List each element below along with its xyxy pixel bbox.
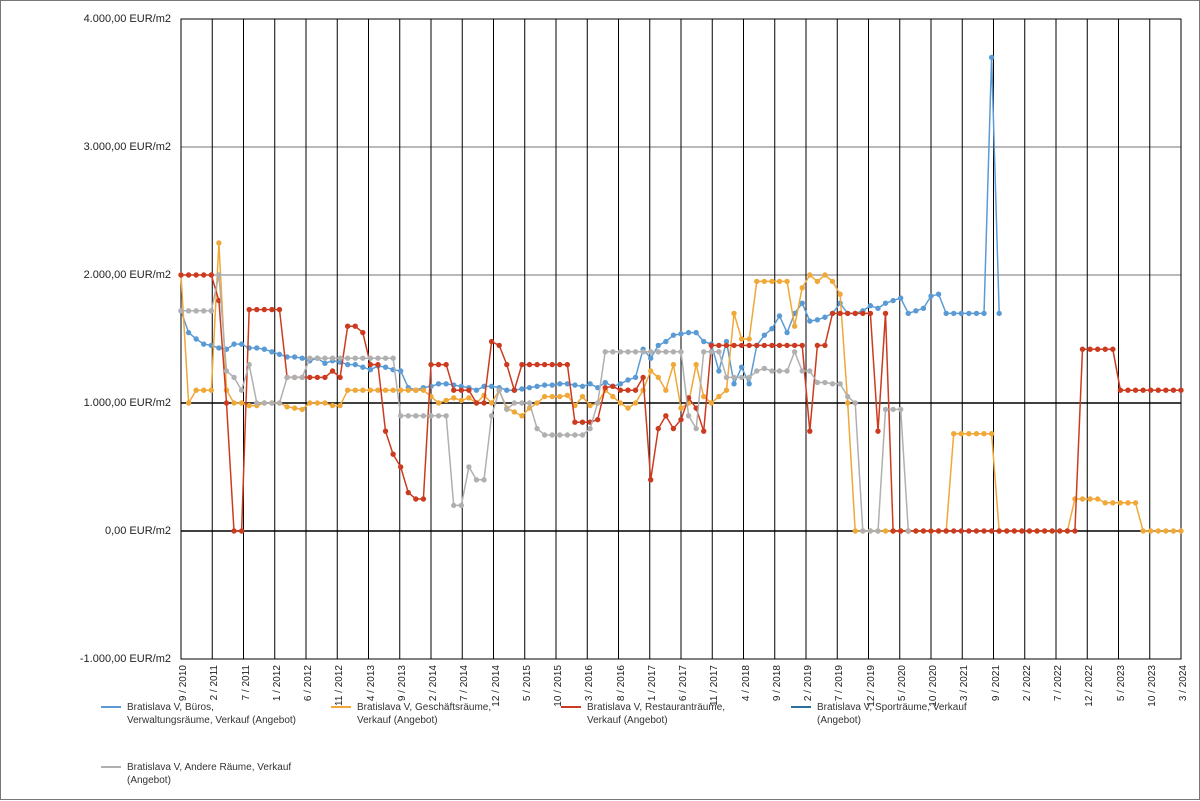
y-tick-label: 4.000,00 EUR/m2 — [84, 13, 171, 25]
legend-swatch — [561, 706, 581, 708]
legend-item: Bratislava V, Büros, Verwaltungsräume, V… — [101, 701, 297, 727]
legend-swatch — [791, 706, 811, 708]
legend-swatch — [101, 706, 121, 708]
legend-swatch — [331, 706, 351, 708]
legend-item: Bratislava V, Andere Räume, Verkauf (Ang… — [101, 761, 297, 787]
y-tick-label: -1.000,00 EUR/m2 — [80, 653, 171, 665]
y-tick-label: 0,00 EUR/m2 — [105, 525, 171, 537]
legend-swatch — [101, 766, 121, 768]
y-tick-label: 2.000,00 EUR/m2 — [84, 269, 171, 281]
legend-label: Bratislava V, Andere Räume, Verkauf (Ang… — [127, 761, 297, 787]
y-tick-label: 1.000,00 EUR/m2 — [84, 397, 171, 409]
x-tick-label: 3 / 2024 — [1178, 665, 1189, 720]
legend: Bratislava V, Büros, Verwaltungsräume, V… — [101, 701, 1179, 787]
legend-label: Bratislava V, Büros, Verwaltungsräume, V… — [127, 701, 297, 727]
y-tick-label: 3.000,00 EUR/m2 — [84, 141, 171, 153]
legend-label: Bratislava V, Geschäftsräume, Verkauf (A… — [357, 701, 527, 727]
legend-label: Bratislava V, Restauranträume, Verkauf (… — [587, 701, 757, 727]
price-chart: -1.000,00 EUR/m2 0,00 EUR/m2 1.000,00 EUR/… — [0, 0, 1200, 800]
legend-label: Bratislava V, Sporträume, Verkauf (Angeb… — [817, 701, 987, 727]
legend-item: Bratislava V, Restauranträume, Verkauf (… — [561, 701, 757, 727]
legend-item: Bratislava V, Sporträume, Verkauf (Angeb… — [791, 701, 987, 727]
legend-item: Bratislava V, Geschäftsräume, Verkauf (A… — [331, 701, 527, 727]
